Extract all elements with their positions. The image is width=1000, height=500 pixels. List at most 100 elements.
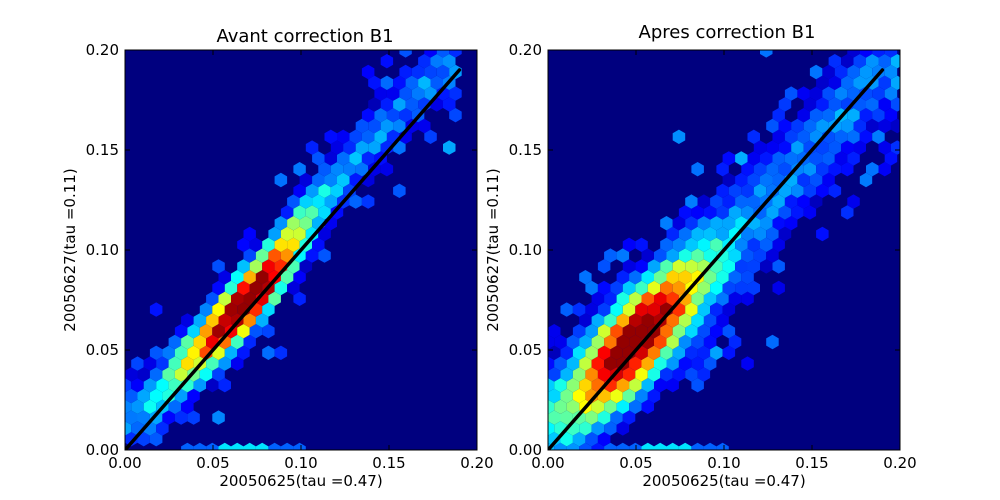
hexbin-cell [654, 248, 667, 263]
hexbin-cell [890, 140, 900, 155]
hexbin-cell [243, 270, 256, 285]
hexbin-cell [710, 280, 723, 296]
hexbin-cell [722, 324, 736, 339]
hexbin-cell [305, 205, 319, 220]
hexbin-cell [449, 108, 462, 123]
hexbin-cell [237, 237, 250, 252]
hexbin-cell [193, 442, 207, 450]
hexbin-cell [703, 248, 717, 263]
hexbin-cell [380, 97, 394, 112]
hexbin-cell [218, 313, 231, 328]
hexbin-cell [685, 259, 698, 274]
hexbin-cell [685, 324, 698, 339]
hexbin-cell [622, 324, 636, 339]
hexbin-cell [274, 345, 288, 360]
hexbin-cell [380, 54, 394, 69]
hexbin-cell [449, 86, 462, 101]
hexbin-cell [760, 50, 773, 58]
hexbin-cell [337, 172, 350, 188]
hexbin-cell [822, 86, 835, 101]
hexbin-cell [585, 324, 598, 339]
hexbin-cell [572, 410, 586, 425]
hexbin-cell [579, 270, 592, 285]
hexbin-cell [554, 334, 567, 350]
hexbin-cell [872, 108, 885, 123]
hexbin-cell [597, 367, 611, 382]
hexbin-cell [890, 97, 900, 112]
hexbin-cell [174, 367, 188, 382]
hexbin-cell [685, 345, 698, 360]
hexbin-cell [597, 432, 611, 447]
hexbin-cell [753, 140, 767, 155]
hexbin-cell [884, 151, 898, 166]
hexbin-cell [443, 54, 456, 69]
hexbin-cell [566, 356, 580, 371]
hexbin-cell [660, 280, 673, 296]
hexbin-cell [691, 291, 704, 306]
hexbin-cell [778, 162, 792, 177]
hexbin-cell [280, 442, 294, 450]
hexbin-cell [641, 356, 654, 371]
hexbin-cell [672, 324, 686, 339]
hexbin-cell [125, 421, 132, 436]
hexbin-cell [572, 345, 586, 360]
y-tick-label: 0.10 [86, 241, 119, 259]
hexbin-cell [579, 442, 592, 450]
hexbin-cell [697, 237, 711, 252]
hexbin-cell [579, 356, 592, 371]
hexbin-cell [249, 237, 263, 252]
hexbin-cell [255, 270, 269, 285]
hexbin-cell [318, 248, 331, 263]
hexbin-cell [560, 388, 573, 404]
hexbin-cell [816, 118, 829, 134]
hexbin-cell [343, 183, 356, 198]
hexbin-cell [318, 205, 331, 220]
hexbin-cell [678, 270, 692, 285]
hexbin-cell [585, 302, 598, 317]
hexbin-cell [784, 129, 798, 144]
y-tick-label: 0.15 [86, 141, 119, 159]
hexbin-cell [635, 259, 648, 274]
hexbin-cell [766, 183, 779, 198]
hexbin-cell [666, 248, 679, 263]
hexbin-cell [666, 270, 679, 285]
hexbin-cell [828, 75, 842, 90]
hexbin-cell [604, 442, 617, 450]
hexbin-cell [803, 97, 817, 112]
hexbin-cell [330, 140, 344, 155]
x-tick-label: 0.00 [108, 454, 141, 472]
hexbin-cell [772, 108, 785, 123]
hexbin-cell [231, 270, 244, 285]
hexbin-cell [249, 324, 263, 339]
hexbin-cell [187, 324, 200, 339]
hexbin-cell [318, 162, 331, 177]
hexbin-cell [131, 356, 144, 371]
hexbin-cell [622, 302, 636, 317]
reference-line [548, 68, 885, 450]
hexbin-cell [361, 108, 375, 123]
hexbin-cell [703, 356, 717, 371]
hexbin-cell [199, 367, 213, 382]
hexbin-cell [255, 442, 269, 450]
hexbin-cell [162, 410, 175, 425]
hexbin-cell [697, 345, 711, 360]
hexbin-cell [697, 194, 711, 209]
hexbin-cell [716, 248, 729, 263]
hexbin-cell [697, 302, 711, 317]
hexbin-cell [548, 410, 561, 425]
hexbin-cell [772, 151, 785, 166]
hexbin-cell [622, 259, 636, 274]
hexbin-cell [604, 248, 617, 263]
hexbin-cell [293, 226, 306, 242]
hexbin-cell [878, 97, 891, 112]
hexbin-cell [399, 50, 412, 58]
hexbin-cell [629, 291, 642, 306]
hexbin-cell [318, 226, 331, 242]
hexbin-cell [728, 270, 742, 285]
hexbin-cell [374, 86, 387, 101]
hexbin-cell [299, 194, 313, 209]
hexbin-cell [784, 216, 798, 231]
y-tick-label: 0.20 [86, 41, 119, 59]
hexbin-cell [386, 108, 400, 123]
hexbin-cell [847, 50, 860, 58]
